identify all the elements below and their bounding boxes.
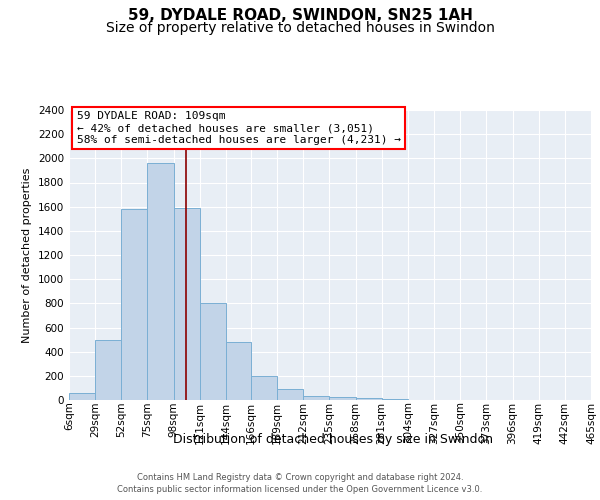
Bar (277, 389, 303, 400)
Text: Contains HM Land Registry data © Crown copyright and database right 2024.: Contains HM Land Registry data © Crown c… (137, 472, 463, 482)
Text: Size of property relative to detached houses in Swindon: Size of property relative to detached ho… (106, 21, 494, 35)
Text: Distribution of detached houses by size in Swindon: Distribution of detached houses by size … (173, 432, 493, 446)
Y-axis label: Number of detached properties: Number of detached properties (22, 168, 32, 342)
Text: 59, DYDALE ROAD, SWINDON, SN25 1AH: 59, DYDALE ROAD, SWINDON, SN25 1AH (128, 8, 472, 22)
Bar (303, 396, 329, 400)
Bar (356, 398, 382, 400)
Bar (95, 340, 121, 400)
Bar (251, 376, 277, 400)
Bar (121, 209, 148, 400)
Bar (69, 393, 95, 400)
Text: 59 DYDALE ROAD: 109sqm
← 42% of detached houses are smaller (3,051)
58% of semi-: 59 DYDALE ROAD: 109sqm ← 42% of detached… (77, 112, 401, 144)
Bar (329, 397, 356, 400)
Bar (226, 342, 251, 400)
Text: Contains public sector information licensed under the Open Government Licence v3: Contains public sector information licen… (118, 485, 482, 494)
Bar (173, 208, 200, 400)
Bar (148, 163, 173, 400)
Bar (200, 304, 226, 400)
